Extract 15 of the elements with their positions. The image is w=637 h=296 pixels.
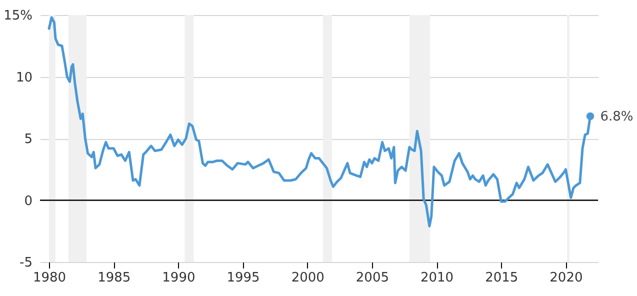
x-tick-label: 2015 xyxy=(485,270,518,286)
x-tick-label: 2010 xyxy=(420,270,454,286)
x-tick-label: 2005 xyxy=(356,270,390,286)
y-tick-label: -5 xyxy=(20,256,32,270)
data-label: 6.8% xyxy=(600,109,634,124)
y-tick-label: 15% xyxy=(4,8,32,24)
x-tick-label: 2000 xyxy=(291,270,324,286)
y-tick-label: 5 xyxy=(24,132,32,147)
x-tick-label: 1980 xyxy=(32,270,66,286)
y-tick-label: 0 xyxy=(24,194,32,209)
x-tick-label: 1985 xyxy=(98,270,131,286)
x-tick-label: 2020 xyxy=(550,270,583,286)
x-tick-label: 1995 xyxy=(226,270,260,286)
x-tick-label: 1990 xyxy=(162,270,196,286)
y-tick-label: 10 xyxy=(16,70,32,86)
